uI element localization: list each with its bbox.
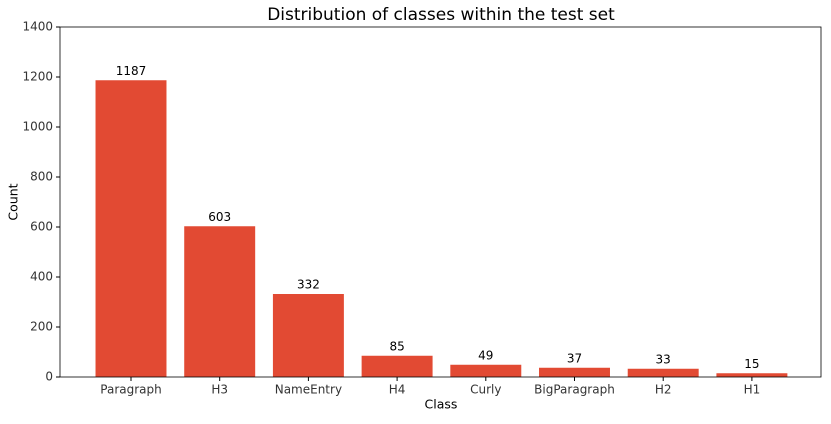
data-label: 332 — [297, 278, 320, 292]
data-label: 85 — [389, 339, 404, 353]
data-label: 603 — [208, 210, 231, 224]
x-tick-label: Paragraph — [100, 383, 161, 397]
bar — [272, 294, 344, 377]
x-axis-label: Class — [425, 397, 458, 412]
bar — [450, 364, 522, 377]
x-tick-label: Curly — [470, 383, 501, 397]
data-label: 1187 — [116, 64, 147, 78]
y-tick-label: 1400 — [22, 20, 53, 34]
y-tick-label: 0 — [45, 370, 53, 384]
bar — [539, 367, 610, 377]
data-label: 15 — [744, 357, 759, 371]
bar — [184, 226, 256, 377]
y-tick-label: 1000 — [22, 120, 53, 134]
y-tick-label: 400 — [30, 270, 53, 284]
chart-title: Distribution of classes within the test … — [267, 5, 615, 25]
data-label: 33 — [656, 352, 671, 366]
y-axis-label: Count — [6, 183, 21, 220]
bar — [361, 355, 433, 377]
x-tick-label: NameEntry — [275, 383, 342, 397]
bar — [716, 373, 788, 377]
y-tick-label: 200 — [30, 320, 53, 334]
x-tick-label: H1 — [744, 383, 761, 397]
plot-frame — [59, 26, 822, 378]
x-tick-label: H4 — [389, 383, 406, 397]
data-label: 49 — [478, 348, 493, 362]
y-tick-label: 1200 — [22, 70, 53, 84]
bar — [95, 80, 167, 377]
y-tick-label: 800 — [30, 170, 53, 184]
x-tick-label: H2 — [655, 383, 672, 397]
x-tick-label: BigParagraph — [534, 383, 615, 397]
bar — [627, 368, 699, 377]
data-label: 37 — [567, 351, 582, 365]
x-tick-label: H3 — [211, 383, 228, 397]
y-tick-label: 600 — [30, 220, 53, 234]
